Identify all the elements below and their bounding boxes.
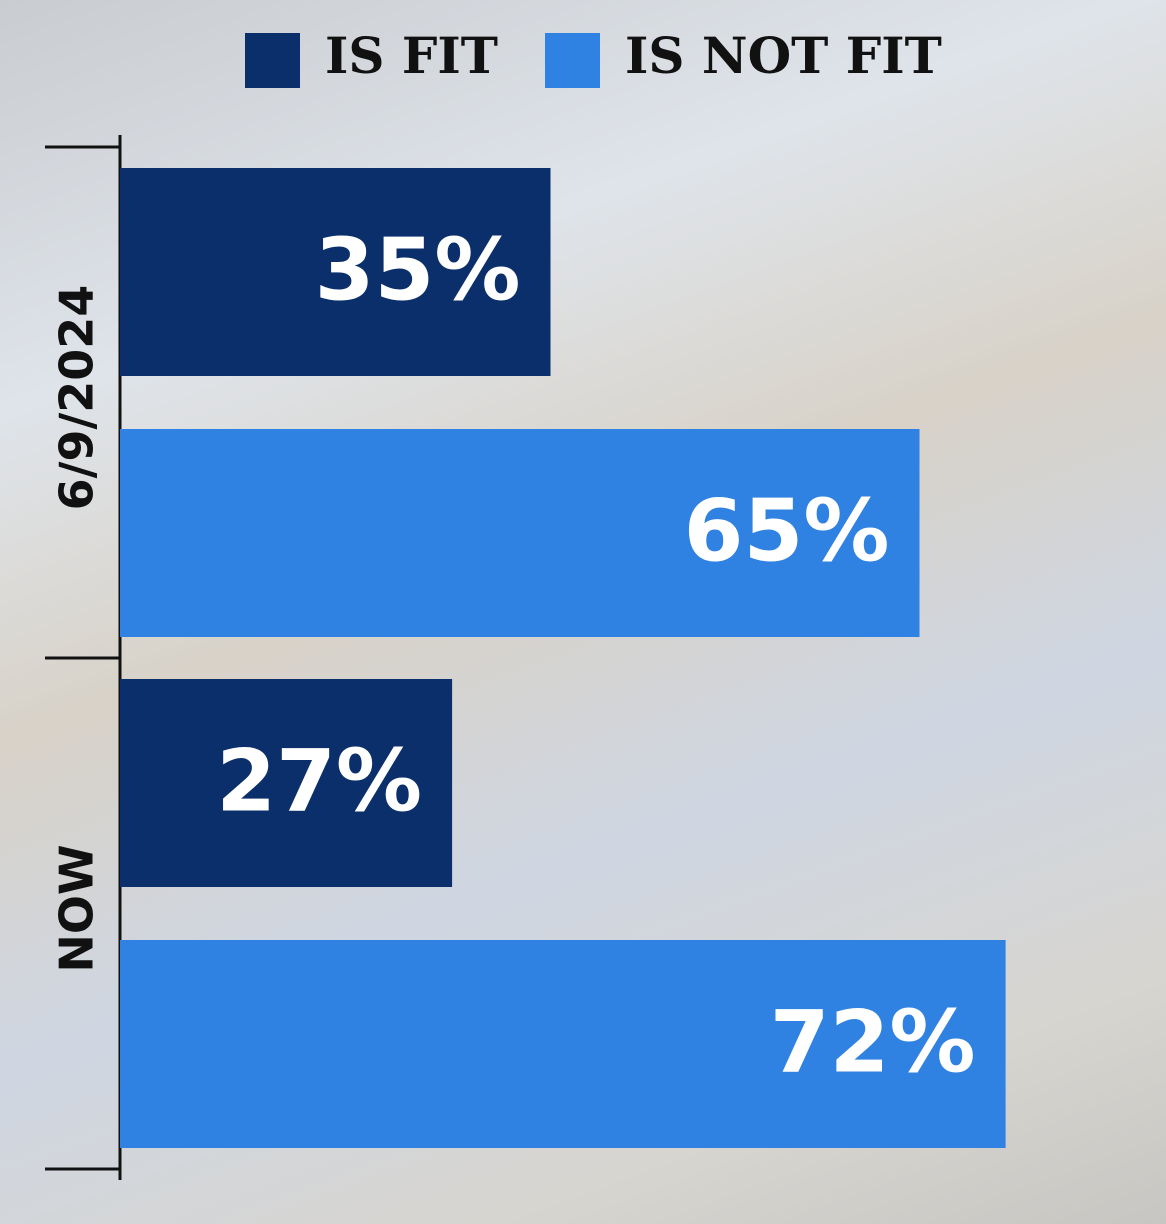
bar [120, 940, 1006, 1148]
category-label: NOW [50, 844, 104, 972]
bar [120, 429, 920, 637]
category-label: 6/9/2024 [50, 285, 104, 511]
value-label: 35% [315, 220, 521, 320]
value-label: 27% [216, 731, 422, 831]
legend-swatch [245, 33, 300, 88]
legend-label: IS FIT [325, 26, 498, 85]
legend-swatch [545, 33, 600, 88]
legend-label: IS NOT FIT [625, 26, 942, 85]
bar [120, 679, 453, 887]
value-label: 65% [684, 481, 890, 581]
bar [120, 168, 551, 376]
value-label: 72% [770, 992, 976, 1092]
